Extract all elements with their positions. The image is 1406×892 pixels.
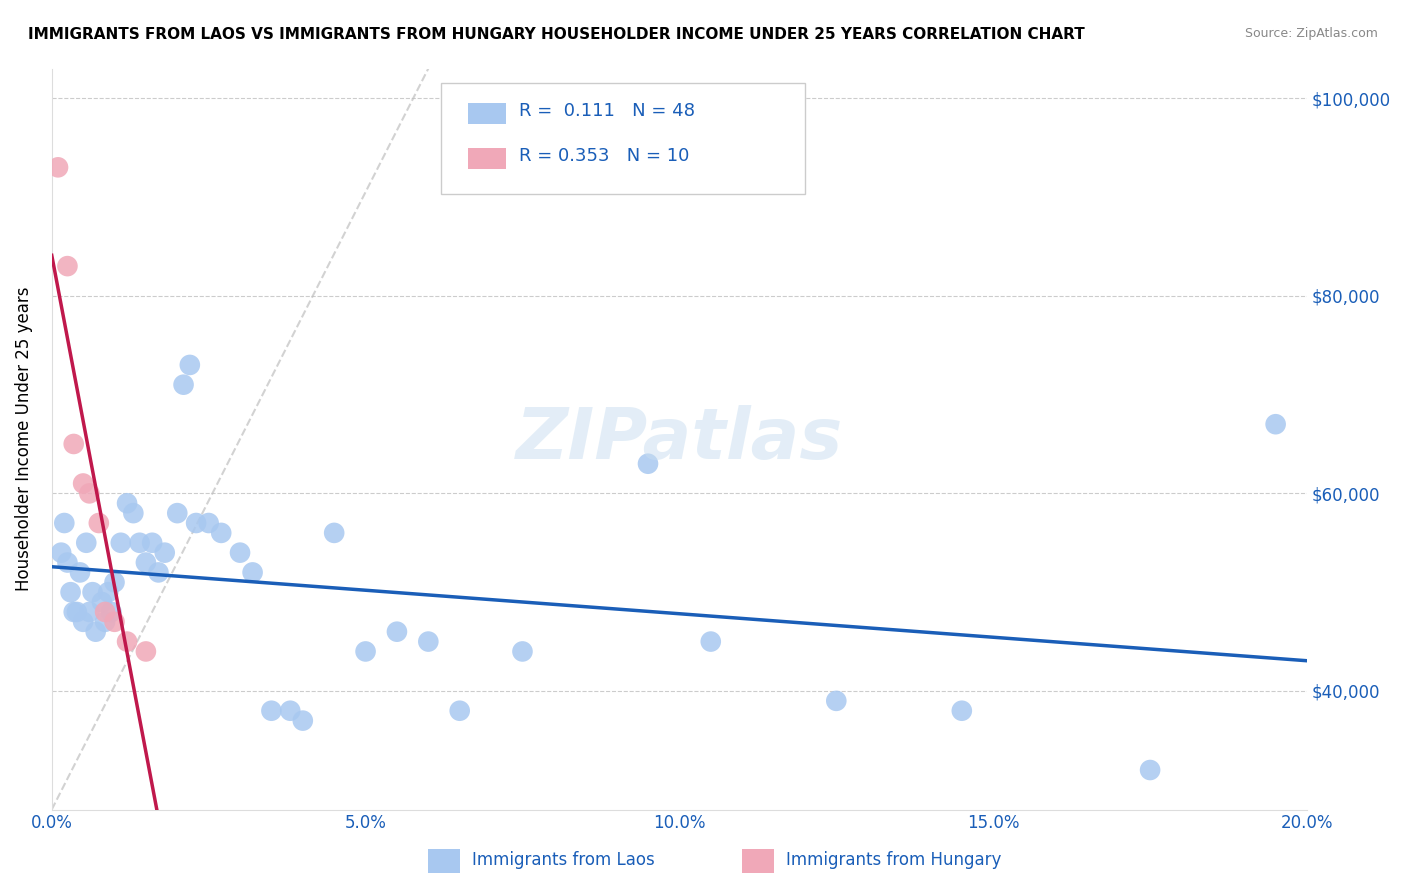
Point bbox=[148, 566, 170, 580]
FancyBboxPatch shape bbox=[429, 849, 460, 872]
Point bbox=[62, 437, 84, 451]
Point bbox=[449, 704, 471, 718]
Point bbox=[141, 535, 163, 549]
Point bbox=[94, 605, 117, 619]
Point bbox=[153, 546, 176, 560]
Point bbox=[260, 704, 283, 718]
Text: ZIPatlas: ZIPatlas bbox=[516, 405, 844, 474]
Point bbox=[87, 516, 110, 530]
FancyBboxPatch shape bbox=[742, 849, 773, 872]
Point bbox=[46, 161, 69, 175]
Point bbox=[512, 644, 534, 658]
Point bbox=[825, 694, 848, 708]
Point bbox=[91, 595, 114, 609]
Point bbox=[418, 634, 440, 648]
Point bbox=[75, 535, 97, 549]
Text: Source: ZipAtlas.com: Source: ZipAtlas.com bbox=[1244, 27, 1378, 40]
Point bbox=[323, 525, 346, 540]
Point bbox=[128, 535, 150, 549]
Point bbox=[122, 506, 145, 520]
FancyBboxPatch shape bbox=[468, 148, 506, 169]
Point bbox=[166, 506, 188, 520]
Point bbox=[184, 516, 207, 530]
Point bbox=[72, 615, 94, 629]
Point bbox=[115, 496, 138, 510]
Point bbox=[56, 259, 79, 273]
Point bbox=[354, 644, 377, 658]
Point bbox=[700, 634, 723, 648]
Point bbox=[79, 605, 101, 619]
Point bbox=[79, 486, 101, 500]
Point bbox=[291, 714, 314, 728]
Point bbox=[110, 535, 132, 549]
Point bbox=[173, 377, 195, 392]
Point bbox=[94, 615, 117, 629]
Point bbox=[62, 605, 84, 619]
Point bbox=[135, 644, 157, 658]
Point bbox=[637, 457, 659, 471]
Point bbox=[66, 605, 89, 619]
Point bbox=[1139, 763, 1161, 777]
Y-axis label: Householder Income Under 25 years: Householder Income Under 25 years bbox=[15, 287, 32, 591]
Point bbox=[69, 566, 91, 580]
Point bbox=[242, 566, 264, 580]
Point bbox=[197, 516, 219, 530]
Point bbox=[97, 585, 120, 599]
Text: Immigrants from Laos: Immigrants from Laos bbox=[472, 851, 655, 869]
Point bbox=[229, 546, 252, 560]
Point bbox=[135, 556, 157, 570]
Point bbox=[82, 585, 104, 599]
Point bbox=[51, 546, 73, 560]
Point bbox=[103, 575, 125, 590]
Text: IMMIGRANTS FROM LAOS VS IMMIGRANTS FROM HUNGARY HOUSEHOLDER INCOME UNDER 25 YEAR: IMMIGRANTS FROM LAOS VS IMMIGRANTS FROM … bbox=[28, 27, 1085, 42]
Text: R =  0.111   N = 48: R = 0.111 N = 48 bbox=[519, 103, 695, 120]
Text: R = 0.353   N = 10: R = 0.353 N = 10 bbox=[519, 147, 689, 165]
Point bbox=[209, 525, 232, 540]
Point bbox=[950, 704, 973, 718]
Point bbox=[179, 358, 201, 372]
Point bbox=[385, 624, 408, 639]
Point bbox=[59, 585, 82, 599]
Point bbox=[278, 704, 301, 718]
FancyBboxPatch shape bbox=[468, 103, 506, 124]
Point bbox=[53, 516, 76, 530]
FancyBboxPatch shape bbox=[441, 83, 804, 194]
Text: Immigrants from Hungary: Immigrants from Hungary bbox=[786, 851, 1001, 869]
Point bbox=[1264, 417, 1286, 432]
Point bbox=[72, 476, 94, 491]
Point bbox=[115, 634, 138, 648]
Point bbox=[56, 556, 79, 570]
Point bbox=[84, 624, 107, 639]
Point bbox=[100, 605, 122, 619]
Point bbox=[103, 615, 125, 629]
